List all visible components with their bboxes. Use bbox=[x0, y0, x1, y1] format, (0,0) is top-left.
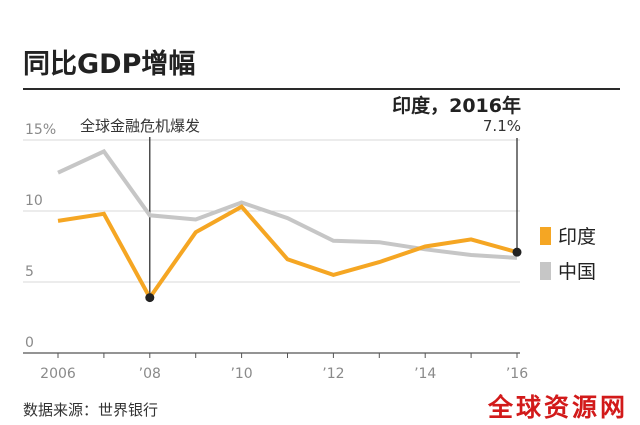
x-tick-label: ’10 bbox=[230, 366, 252, 382]
india-2016-annotation-label: 印度，2016年 bbox=[392, 94, 521, 117]
x-tick-label: ’14 bbox=[414, 366, 436, 382]
legend-swatch-china bbox=[540, 262, 551, 280]
x-tick-label: ’12 bbox=[322, 366, 344, 382]
y-tick-label: 15% bbox=[25, 122, 56, 138]
crisis-point-marker bbox=[145, 293, 155, 303]
y-tick-label: 10 bbox=[25, 193, 43, 209]
y-tick-label: 5 bbox=[25, 264, 34, 280]
chart-title: 同比GDP增幅 bbox=[23, 49, 196, 80]
china-series-line bbox=[57, 148, 518, 260]
x-tick-label: ’16 bbox=[506, 366, 528, 382]
india-2016-point-marker bbox=[512, 247, 522, 257]
source-note: 数据来源：世界银行 bbox=[23, 401, 159, 419]
x-tick-label: 2006 bbox=[40, 366, 76, 382]
india-series-line bbox=[57, 204, 518, 302]
legend-swatch-india bbox=[540, 227, 551, 245]
crisis-annotation-label: 全球金融危机爆发 bbox=[80, 117, 200, 135]
india-2016-annotation-value: 7.1% bbox=[483, 117, 521, 135]
x-tick-label: ’08 bbox=[139, 366, 161, 382]
watermark: 全球资源网 bbox=[487, 393, 628, 422]
legend-label-india: 印度 bbox=[558, 226, 596, 248]
title-rule bbox=[23, 88, 620, 90]
y-tick-label: 0 bbox=[25, 335, 34, 351]
legend-label-china: 中国 bbox=[558, 261, 596, 283]
